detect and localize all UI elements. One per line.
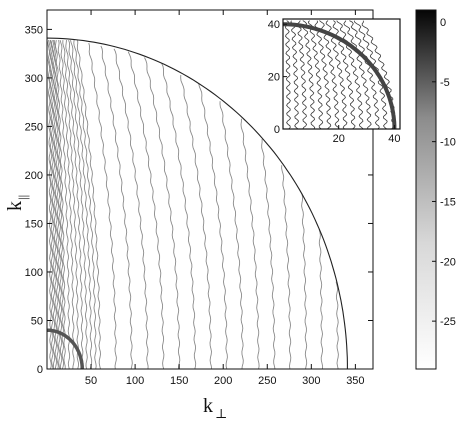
colorbar-tick-label: -20 xyxy=(440,256,456,268)
inset-y-ticks: 0 20 40 xyxy=(268,19,287,136)
inset-y-tick-label: 0 xyxy=(274,124,280,136)
x-tick-label: 150 xyxy=(170,375,188,387)
inset-contour-line xyxy=(314,20,332,129)
inset-contour-line xyxy=(319,20,340,129)
inset-contour-line xyxy=(290,20,300,129)
contour-line xyxy=(240,118,260,369)
y-tick-label: 150 xyxy=(25,218,43,230)
contour-line xyxy=(53,40,65,369)
inset-contour-line xyxy=(336,20,364,129)
colorbar-tick-label: -5 xyxy=(440,77,450,89)
inset-contour-line xyxy=(302,20,316,129)
contour-line xyxy=(301,194,308,369)
contour-line xyxy=(48,40,54,369)
contour-line xyxy=(100,45,133,369)
inner-circle xyxy=(47,328,84,369)
contour-line xyxy=(198,83,228,369)
y-tick-label: 100 xyxy=(25,267,43,279)
outer-circle xyxy=(46,37,348,369)
x-axis-ticks: 50 100 150 200 250 300 350 xyxy=(85,10,365,387)
inset-x-tick-label: 40 xyxy=(388,133,400,145)
contour-line xyxy=(52,40,61,369)
x-tick-label: 100 xyxy=(126,375,144,387)
contour-line xyxy=(65,40,84,369)
x-tick-label: 200 xyxy=(214,375,232,387)
x-tick-label: 250 xyxy=(258,375,276,387)
contour-line xyxy=(70,39,93,369)
contour-line xyxy=(47,40,52,369)
y-tick-label: 50 xyxy=(31,315,43,327)
x-axis-label-subscript: ⊥ xyxy=(215,406,227,421)
y-tick-label: 300 xyxy=(25,73,43,85)
inset-contour-line xyxy=(349,20,380,129)
y-tick-label: 0 xyxy=(37,364,43,376)
inset-x-tick-label: 20 xyxy=(333,133,345,145)
inset-contour-line xyxy=(296,20,308,129)
contour-line xyxy=(54,40,66,369)
contour-line xyxy=(62,40,79,369)
inset-contour-line xyxy=(284,20,291,129)
contour-line xyxy=(88,42,117,369)
y-tick-label: 350 xyxy=(25,24,43,36)
contour-line xyxy=(180,74,213,369)
inset-frame xyxy=(282,18,401,130)
inset-contour-line xyxy=(325,20,348,129)
x-tick-label: 300 xyxy=(302,375,320,387)
inset-y-tick-label: 40 xyxy=(268,19,280,31)
inset-x-ticks: 20 40 xyxy=(333,125,401,145)
contour-lines xyxy=(47,39,339,369)
contour-line xyxy=(161,63,197,369)
contour-line xyxy=(51,39,59,369)
inset-circle xyxy=(283,22,397,129)
contour-line xyxy=(144,57,181,369)
colorbar-gradient xyxy=(415,9,437,370)
contour-line xyxy=(73,40,97,369)
y-tick-label: 200 xyxy=(25,170,43,182)
contour-line xyxy=(318,229,324,369)
contour-line xyxy=(127,51,165,369)
colorbar-tick-label: -15 xyxy=(440,196,456,208)
inset-contour-line xyxy=(343,20,372,129)
contour-line xyxy=(49,39,56,369)
contour-line xyxy=(261,139,276,369)
inset-contour-line xyxy=(307,20,324,129)
y-axis-label: k || xyxy=(4,195,30,211)
colorbar-tick-label: -10 xyxy=(440,137,456,149)
contour-line xyxy=(281,165,292,369)
inset-y-tick-label: 20 xyxy=(268,72,280,84)
x-axis-label-text: k xyxy=(203,395,213,417)
colorbar-tick-label: -25 xyxy=(440,316,456,328)
x-tick-label: 350 xyxy=(346,375,364,387)
contour-line xyxy=(219,101,244,369)
contour-line xyxy=(57,40,71,369)
contour-line xyxy=(76,40,101,369)
contour-line xyxy=(335,281,339,369)
contour-line xyxy=(68,39,88,369)
plot-frame xyxy=(46,9,374,370)
colorbar: 0 -5 -10 -15 -20 -25 xyxy=(415,9,456,370)
y-tick-label: 250 xyxy=(25,121,43,133)
x-tick-label: 50 xyxy=(85,375,97,387)
contour-line xyxy=(59,39,75,369)
colorbar-tick-label: 0 xyxy=(440,17,446,29)
x-axis-label: k ⊥ xyxy=(203,395,227,421)
y-axis-label-text: k xyxy=(4,201,26,211)
y-axis-label-subscript: || xyxy=(15,195,30,200)
contour-line xyxy=(113,48,149,369)
colorbar-ticks: 0 -5 -10 -15 -20 -25 xyxy=(432,17,456,328)
